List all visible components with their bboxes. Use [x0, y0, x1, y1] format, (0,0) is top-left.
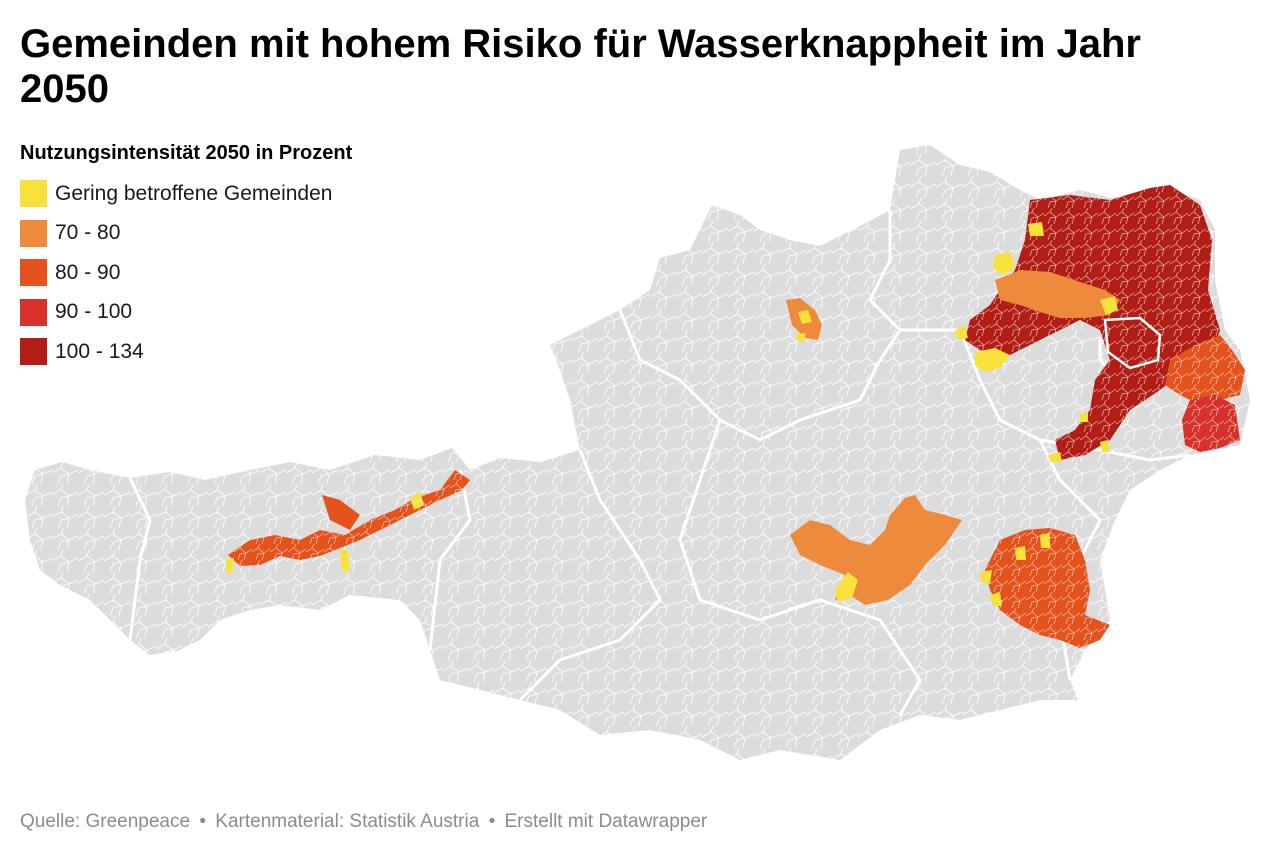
legend-label: 90 - 100: [55, 300, 133, 324]
legend-swatch: [20, 219, 47, 247]
legend-label: 100 - 134: [55, 339, 144, 363]
legend-swatch: [20, 180, 47, 208]
footer-separator: •: [488, 811, 496, 832]
legend-item-100-134: 100 - 134: [20, 332, 352, 372]
legend-swatch: [20, 298, 47, 326]
chart-title: Gemeinden mit hohem Risiko für Wasserkna…: [20, 22, 1141, 111]
region-nordburgenland: [1165, 335, 1245, 452]
map-source-text: Kartenmaterial: Statistik Austria: [215, 811, 480, 832]
legend-swatch: [20, 259, 47, 287]
region-weinviertel: [955, 185, 1220, 462]
region-suedoststeiermark: [980, 528, 1110, 648]
region-murtal: [790, 495, 962, 605]
legend-label: 70 - 80: [55, 221, 121, 245]
datawrapper-link[interactable]: Erstellt mit Datawrapper: [504, 811, 708, 832]
legend-title: Nutzungsintensität 2050 in Prozent: [20, 142, 353, 164]
legend-item-90-100: 90 - 100: [20, 293, 352, 333]
legend-label: 80 - 90: [55, 260, 121, 284]
legend-item-gering: Gering betroffene Gemeinden: [20, 174, 352, 214]
legend-item-80-90: 80 - 90: [20, 253, 352, 293]
source-link[interactable]: Quelle: Greenpeace: [20, 811, 191, 832]
legend: Nutzungsintensität 2050 in Prozent Gerin…: [20, 140, 352, 372]
legend-item-70-80: 70 - 80: [20, 214, 352, 254]
legend-swatch: [20, 338, 47, 366]
legend-label: Gering betroffene Gemeinden: [55, 181, 333, 205]
vienna-outline: [1103, 316, 1162, 370]
region-inntal: [226, 470, 470, 574]
region-linz: [786, 298, 822, 342]
footer-separator: •: [199, 811, 206, 832]
footer: Quelle: Greenpeace • Kartenmaterial: Sta…: [20, 811, 707, 833]
